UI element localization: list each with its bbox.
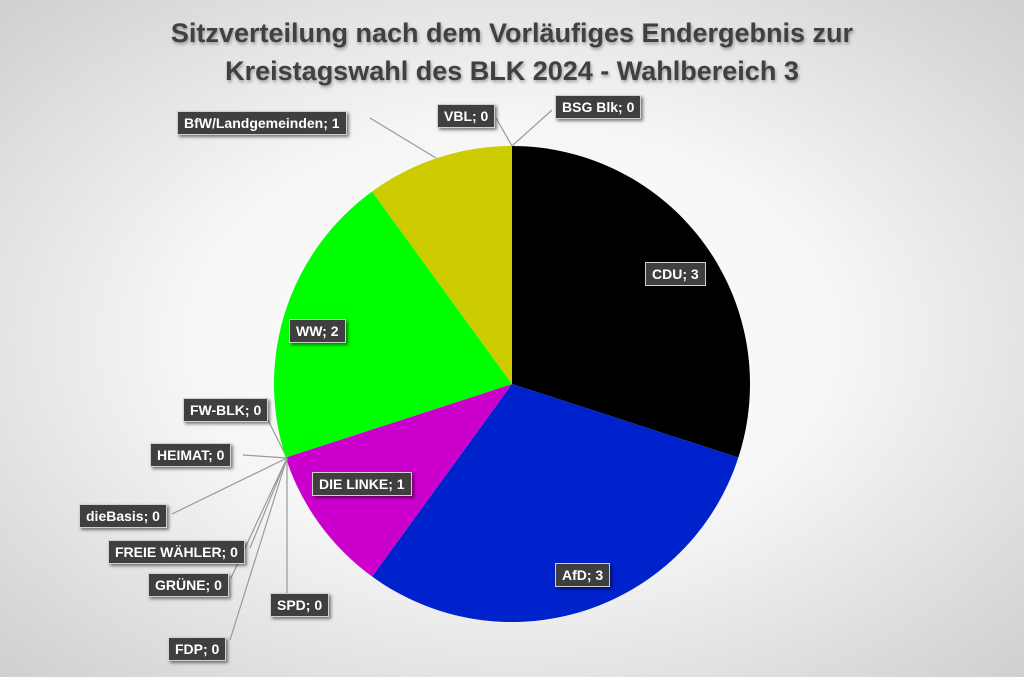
leader-line-fdp bbox=[229, 457, 288, 641]
data-label-freie-wähler: FREIE WÄHLER; 0 bbox=[108, 540, 245, 564]
data-label-grüne: GRÜNE; 0 bbox=[148, 573, 229, 597]
data-label-ww: WW; 2 bbox=[289, 319, 346, 343]
data-label-vbl: VBL; 0 bbox=[437, 104, 496, 128]
chart-title: Sitzverteilung nach dem Vorläufiges Ende… bbox=[0, 14, 1024, 90]
pie-slice-ww bbox=[274, 191, 512, 458]
data-label-die-linke: DIE LINKE; 1 bbox=[312, 472, 412, 496]
leader-line-diebasis bbox=[171, 457, 288, 515]
data-label-bsg-blk: BSG Blk; 0 bbox=[555, 95, 642, 119]
chart-title-line-1: Sitzverteilung nach dem Vorläufiges Ende… bbox=[170, 18, 854, 48]
leader-line-bsg-blk bbox=[511, 109, 553, 147]
data-label-spd: SPD; 0 bbox=[270, 593, 330, 617]
chart-title-line-2: Kreistagswahl des BLK 2024 - Wahlbereich… bbox=[225, 56, 799, 86]
data-label-fdp: FDP; 0 bbox=[168, 637, 227, 661]
pie-slice-afd bbox=[372, 384, 739, 622]
data-label-cdu: CDU; 3 bbox=[645, 262, 706, 286]
leader-line-freie-wähler bbox=[249, 457, 288, 549]
data-label-diebasis: dieBasis; 0 bbox=[79, 504, 167, 528]
leader-line-bfw-landgemeinden bbox=[369, 117, 437, 159]
data-label-fw-blk: FW-BLK; 0 bbox=[183, 398, 269, 422]
pie-slice-bfw-landgemeinden bbox=[372, 146, 512, 384]
data-label-bfw-landgemeinden: BfW/Landgemeinden; 1 bbox=[177, 111, 347, 135]
leader-line-vbl bbox=[495, 117, 513, 147]
pie-slice-cdu bbox=[512, 146, 751, 458]
data-label-heimat: HEIMAT; 0 bbox=[150, 443, 232, 467]
data-label-afd: AfD; 3 bbox=[555, 563, 611, 587]
leader-line-heimat bbox=[242, 454, 288, 459]
